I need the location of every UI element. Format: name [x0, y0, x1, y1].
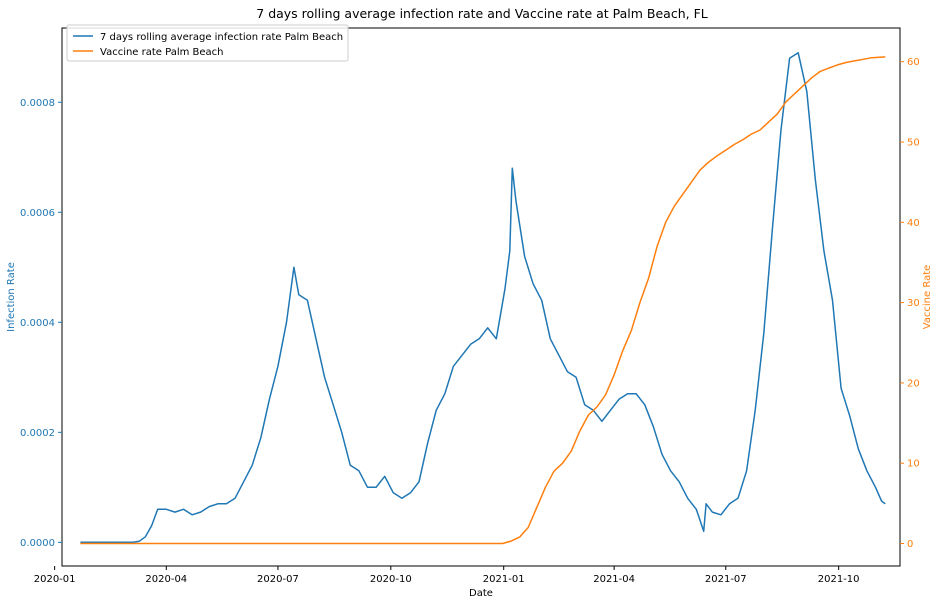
y-right-tick-label: 10 [907, 459, 920, 470]
plot-area [80, 52, 886, 545]
y-left-tick-label: 0.0002 [20, 428, 55, 439]
legend-label-vaccine: Vaccine rate Palm Beach [100, 47, 224, 58]
x-tick-label: 2021-07 [705, 574, 747, 585]
x-tick-label: 2021-10 [818, 574, 860, 585]
y-axis-label-left: Infection Rate [6, 262, 17, 332]
series-line-infection [80, 52, 886, 544]
axes-frame [61, 27, 901, 567]
x-tick-label: 2020-07 [257, 574, 299, 585]
y-right-tick-label: 0 [907, 539, 913, 550]
legend-box [66, 24, 349, 62]
y-right-tick-label: 30 [907, 298, 920, 309]
y-right-tick-label: 50 [907, 138, 920, 149]
y-right-tick-label: 20 [907, 378, 920, 389]
legend-label-infection: 7 days rolling average infection rate Pa… [100, 32, 343, 43]
y-right-tick-label: 40 [907, 218, 920, 229]
y-left-tick-label: 0.0006 [20, 208, 55, 219]
x-tick-label: 2021-04 [593, 574, 635, 585]
series-line-vaccine [80, 56, 886, 545]
x-tick-label: 2021-01 [483, 574, 525, 585]
x-axis-label: Date [469, 588, 493, 599]
x-tick-label: 2020-10 [370, 574, 412, 585]
x-tick-label: 2020-04 [145, 574, 187, 585]
y-right-tick-label: 60 [907, 57, 920, 68]
axis-ticks: 2020-01 2020-04 2020-07 2020-10 2021-01 2021-… [20, 57, 920, 585]
y-left-tick-label: 0.0000 [20, 538, 55, 549]
x-tick-label: 2020-01 [34, 574, 76, 585]
chart-title: 7 days rolling average infection rate an… [256, 6, 708, 21]
legend: 7 days rolling average infection rate Pa… [66, 24, 349, 62]
y-left-tick-label: 0.0004 [20, 318, 55, 329]
y-axis-label-right: Vaccine Rate [922, 265, 933, 330]
y-left-tick-label: 0.0008 [20, 98, 55, 109]
